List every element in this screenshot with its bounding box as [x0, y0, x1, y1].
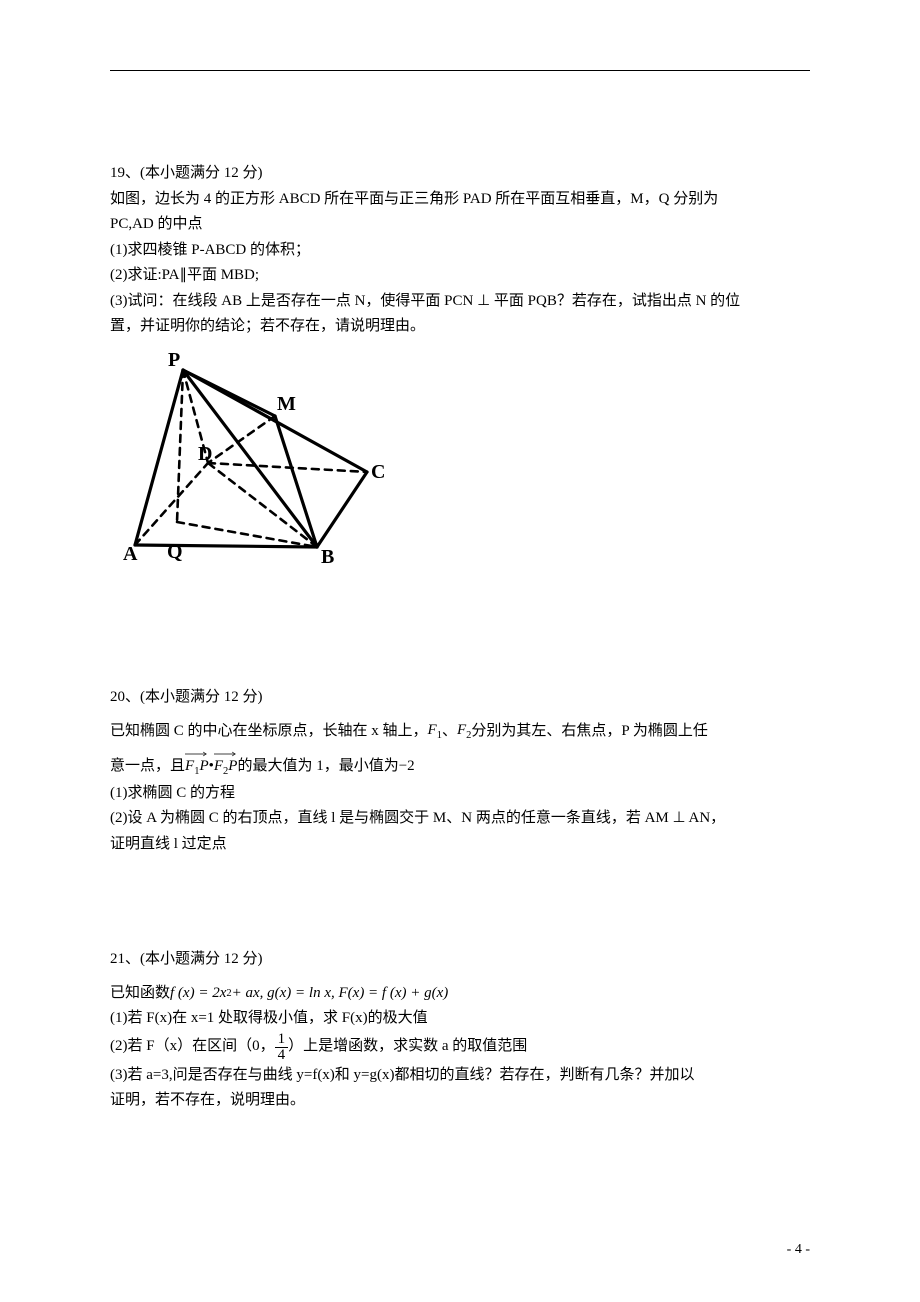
- svg-text:P: P: [168, 350, 180, 371]
- p20-vec1: F1P: [185, 753, 209, 781]
- p21-fn-pre: 已知函数: [110, 981, 170, 1007]
- p20-line1: 已知椭圆 C 的中心在坐标原点，长轴在 x 轴上， F1 、 F2 分别为其左、…: [110, 718, 810, 745]
- svg-text:A: A: [123, 543, 138, 565]
- p21-q2b: ）上是增函数，求实数 a 的取值范围: [288, 1034, 527, 1060]
- p19-q3a: (3)试问：在线段 AB 上是否存在一点 N，使得平面 PCN ⊥ 平面 PQB…: [110, 289, 810, 315]
- p20-f2: F2: [457, 718, 471, 745]
- p20-l1a: 已知椭圆 C 的中心在坐标原点，长轴在 x 轴上，: [110, 719, 428, 745]
- p20-l2a: 意一点，且: [110, 754, 185, 780]
- p21-frac: 1 4: [275, 1032, 289, 1063]
- problem-21: 21、(本小题满分 12 分) 已知函数 f (x) = 2x2 + ax, g…: [110, 947, 810, 1114]
- p19-line2: PC,AD 的中点: [110, 212, 810, 238]
- svg-text:Q: Q: [167, 541, 183, 563]
- svg-text:B: B: [321, 546, 334, 568]
- frac-den: 4: [275, 1048, 289, 1063]
- p21-q3a: (3)若 a=3,问是否存在与曲线 y=f(x)和 y=g(x)都相切的直线？若…: [110, 1063, 810, 1089]
- p19-line1: 如图，边长为 4 的正方形 ABCD 所在平面与正三角形 PAD 所在平面互相垂…: [110, 187, 810, 213]
- p21-q3b: 证明，若不存在，说明理由。: [110, 1088, 810, 1114]
- p20-f1: F1: [428, 718, 442, 745]
- p20-l1b: 、: [442, 719, 457, 745]
- problem-19: 19、(本小题满分 12 分) 如图，边长为 4 的正方形 ABCD 所在平面与…: [110, 161, 810, 575]
- page-number: - 4 -: [787, 1238, 810, 1262]
- p21-fnline: 已知函数 f (x) = 2x2 + ax, g(x) = ln x, F(x)…: [110, 981, 810, 1007]
- p21-q1: (1)若 F(x)在 x=1 处取得极小值，求 F(x)的极大值: [110, 1006, 810, 1032]
- p20-line2: 意一点，且 F1P • F2P 的最大值为 1，最小值为−2: [110, 753, 810, 781]
- p21-header: 21、(本小题满分 12 分): [110, 947, 810, 973]
- p20-vec2: F2P: [214, 753, 238, 781]
- p19-q1: (1)求四棱锥 P-ABCD 的体积；: [110, 238, 810, 264]
- p21-fn-f2: + ax, g(x) = ln x, F(x) = f (x) + g(x): [232, 981, 449, 1007]
- p20-q2a: (2)设 A 为椭圆 C 的右顶点，直线 l 是与椭圆交于 M、N 两点的任意一…: [110, 806, 810, 832]
- p21-q2a: (2)若 F（x）在区间（0，: [110, 1034, 275, 1060]
- problem-20: 20、(本小题满分 12 分) 已知椭圆 C 的中心在坐标原点，长轴在 x 轴上…: [110, 685, 810, 858]
- p21-q2: (2)若 F（x）在区间（0， 1 4 ）上是增函数，求实数 a 的取值范围: [110, 1032, 810, 1063]
- svg-text:C: C: [371, 461, 385, 483]
- p20-header: 20、(本小题满分 12 分): [110, 685, 810, 711]
- p19-q2: (2)求证:PA∥平面 MBD;: [110, 263, 810, 289]
- p20-q2b: 证明直线 l 过定点: [110, 832, 810, 858]
- p20-l1c: 分别为其左、右焦点，P 为椭圆上任: [471, 719, 708, 745]
- p19-q3b: 置，并证明你的结论；若不存在，请说明理由。: [110, 314, 810, 340]
- v1-f: F: [185, 758, 194, 774]
- p19-figure: P M D C A Q B: [105, 350, 390, 575]
- p19-header: 19、(本小题满分 12 分): [110, 161, 810, 187]
- svg-text:D: D: [198, 443, 212, 465]
- p20-q1: (1)求椭圆 C 的方程: [110, 781, 810, 807]
- p20-l2b: 的最大值为 1，最小值为−2: [237, 754, 414, 780]
- frac-num: 1: [275, 1032, 289, 1048]
- p21-fn-f: f (x) = 2x: [170, 981, 226, 1007]
- top-rule: [110, 70, 810, 71]
- v2-f: F: [214, 758, 223, 774]
- svg-text:M: M: [277, 393, 296, 415]
